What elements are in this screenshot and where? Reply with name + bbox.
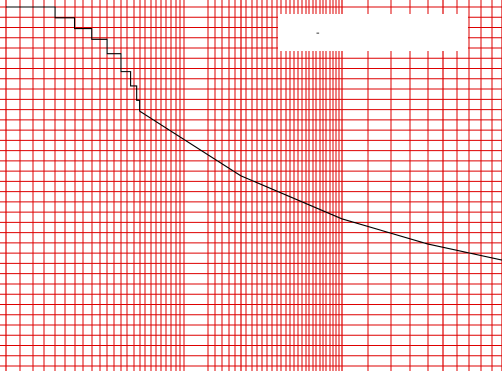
legend: -: [278, 14, 468, 51]
legend-box: [278, 14, 468, 51]
legend-label: -: [316, 28, 320, 39]
